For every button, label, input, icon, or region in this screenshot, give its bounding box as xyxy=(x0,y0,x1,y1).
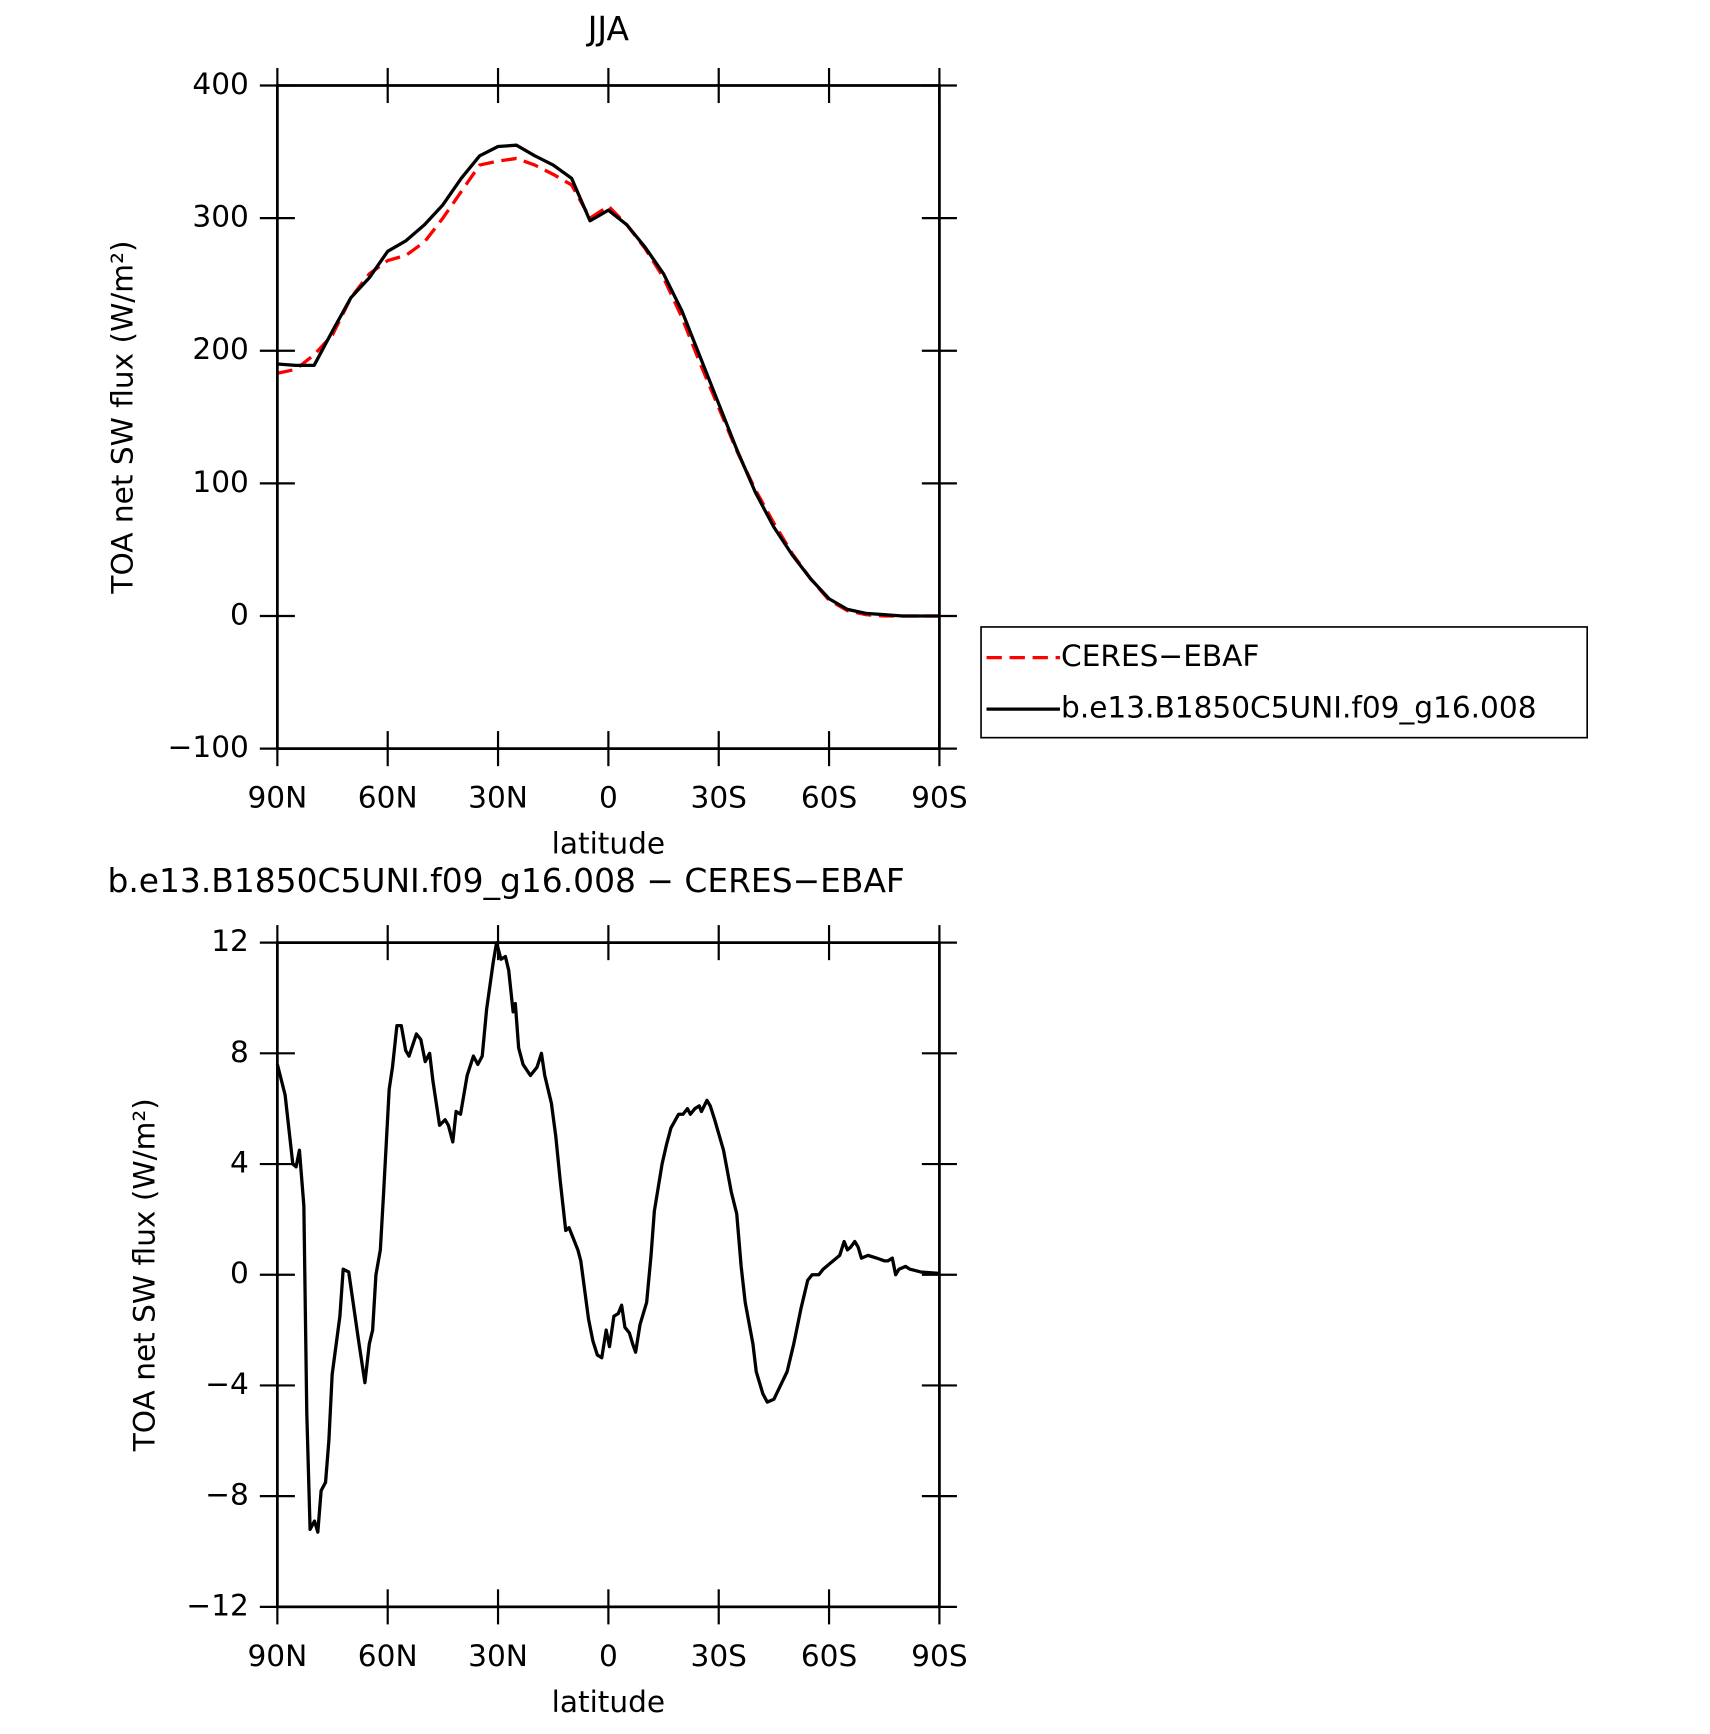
x-tick-label: 30N xyxy=(468,1639,528,1673)
chart-title: JJA xyxy=(586,9,630,48)
legend-label: b.e13.B1850C5UNI.f09_g16.008 xyxy=(1061,691,1536,725)
y-tick-label: 8 xyxy=(230,1035,249,1069)
y-tick-label: 0 xyxy=(230,1256,249,1290)
y-axis-label: TOA net SW flux (W/m²) xyxy=(127,1098,161,1452)
x-axis-label: latitude xyxy=(552,1685,665,1719)
x-tick-label: 90S xyxy=(911,1639,967,1673)
y-tick-label: 200 xyxy=(192,332,248,366)
y-tick-label: −100 xyxy=(168,730,249,764)
y-tick-label: 0 xyxy=(230,597,249,631)
y-tick-label: −12 xyxy=(186,1588,248,1622)
chart-title: b.e13.B1850C5UNI.f09_g16.008 − CERES−EBA… xyxy=(107,861,904,900)
x-tick-label: 60S xyxy=(801,1639,857,1673)
y-tick-label: 300 xyxy=(192,200,248,234)
y-tick-label: −8 xyxy=(205,1478,249,1512)
legend-box xyxy=(980,626,1589,739)
y-tick-label: −4 xyxy=(205,1367,249,1401)
data-line xyxy=(277,156,940,618)
x-tick-label: 90S xyxy=(911,781,967,815)
x-tick-label: 30N xyxy=(468,781,528,815)
data-line xyxy=(275,940,940,1534)
x-tick-label: 30S xyxy=(691,781,747,815)
x-tick-label: 60N xyxy=(358,781,418,815)
x-tick-label: 0 xyxy=(599,1639,618,1673)
plot-frame xyxy=(275,84,941,750)
y-tick-label: 12 xyxy=(211,924,249,958)
x-axis-label: latitude xyxy=(552,827,665,861)
x-tick-label: 30S xyxy=(691,1639,747,1673)
x-tick-label: 90N xyxy=(247,781,307,815)
y-axis-label: TOA net SW flux (W/m²) xyxy=(105,241,139,595)
legend-label: CERES−EBAF xyxy=(1061,639,1259,673)
y-tick-label: 4 xyxy=(230,1146,249,1180)
x-tick-label: 90N xyxy=(247,1639,307,1673)
plot-frame xyxy=(275,941,941,1609)
y-tick-label: 100 xyxy=(192,465,248,499)
y-tick-label: 400 xyxy=(192,67,248,101)
x-tick-label: 60S xyxy=(801,781,857,815)
x-tick-label: 0 xyxy=(599,781,618,815)
data-line xyxy=(277,143,940,618)
x-tick-label: 60N xyxy=(358,1639,418,1673)
